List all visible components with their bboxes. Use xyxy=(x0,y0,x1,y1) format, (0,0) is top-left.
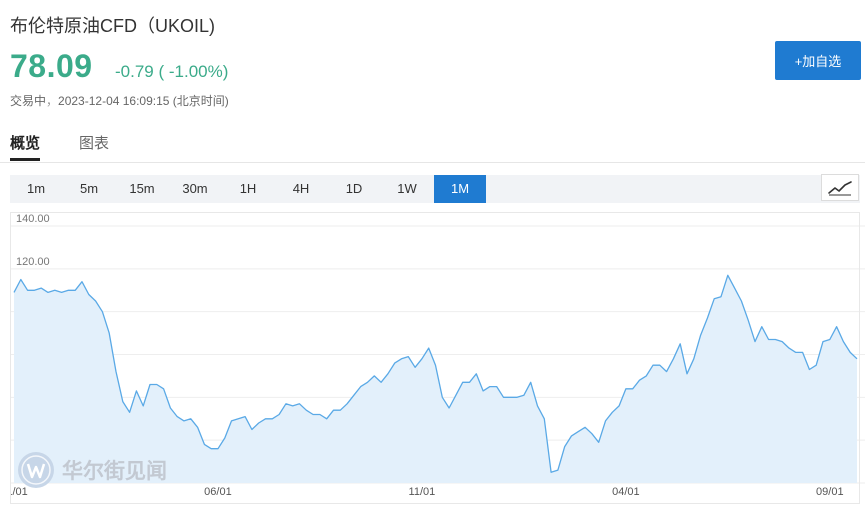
period-30m[interactable]: 30m xyxy=(182,181,208,196)
instrument-title: 布伦特原油CFD（UKOIL) xyxy=(10,16,216,36)
period-5m[interactable]: 5m xyxy=(79,181,99,196)
last-price: 78.09 xyxy=(10,48,93,84)
y-tick-label: 140.00 xyxy=(16,213,50,225)
wallstreetcn-logo-icon xyxy=(18,452,54,488)
add-to-watchlist-button[interactable]: +加自选 xyxy=(775,41,861,80)
x-tick-label: 11/01 xyxy=(409,486,436,498)
trading-status: 交易中，2023-12-04 16:09:15 (北京时间) xyxy=(10,94,229,108)
x-tick-label: 04/01 xyxy=(612,486,640,498)
line-chart-icon xyxy=(828,181,852,196)
x-tick-label: 01/01 xyxy=(10,486,28,498)
tab-bar: 概览 图表 xyxy=(0,124,865,163)
tab-overview[interactable]: 概览 xyxy=(10,135,41,152)
y-tick-label: 120.00 xyxy=(16,256,50,268)
period-1mo[interactable]: 1M xyxy=(434,175,486,203)
price-change: -0.79 ( -1.00%) xyxy=(115,62,229,81)
period-1h[interactable]: 1H xyxy=(239,181,257,196)
period-1w[interactable]: 1W xyxy=(397,181,417,196)
period-4h[interactable]: 4H xyxy=(292,181,310,196)
price-line xyxy=(13,274,858,473)
price-chart[interactable]: 20.0040.0060.0080.00100.00120.00140.0001… xyxy=(10,212,865,508)
watermark-text: 华尔街见闻 xyxy=(62,458,167,483)
price-area xyxy=(14,275,857,483)
period-1d[interactable]: 1D xyxy=(345,181,363,196)
period-15m[interactable]: 15m xyxy=(129,181,155,196)
chart-type-button[interactable] xyxy=(821,174,859,201)
period-1m[interactable]: 1m xyxy=(26,181,46,196)
tab-chart[interactable]: 图表 xyxy=(79,135,110,152)
status-text: 交易中 xyxy=(10,94,47,108)
period-selector: 1m 5m 15m 30m 1H 4H 1D 1W 1M xyxy=(10,175,860,203)
active-tab-indicator xyxy=(10,158,40,161)
x-tick-label: 09/01 xyxy=(816,486,844,498)
watermark: 华尔街见闻 xyxy=(18,452,167,488)
quote-timestamp: 2023-12-04 16:09:15 (北京时间) xyxy=(58,94,229,108)
x-tick-label: 06/01 xyxy=(204,486,232,498)
